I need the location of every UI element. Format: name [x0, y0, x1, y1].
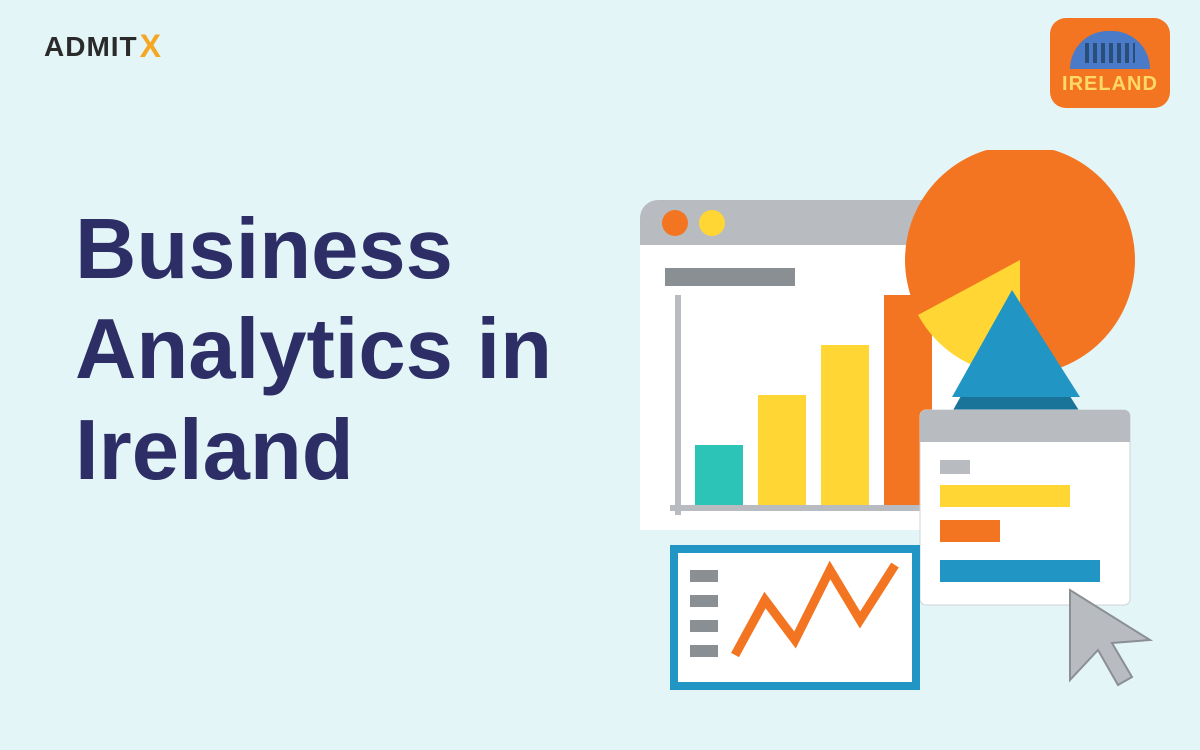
ireland-badge: IRELAND [1050, 18, 1170, 108]
headline-line3: Ireland [75, 401, 552, 501]
stats-panel [920, 410, 1130, 605]
trend-panel [670, 545, 920, 690]
logo-accent: X [140, 28, 162, 65]
headline-line2: Analytics in [75, 300, 552, 400]
admitx-logo: ADMIT X [44, 28, 162, 65]
logo-text: ADMIT [44, 31, 138, 63]
badge-label: IRELAND [1062, 73, 1158, 96]
building-icon [1070, 31, 1150, 69]
analytics-graphic [600, 150, 1160, 700]
headline-line1: Business [75, 200, 552, 300]
page-headline: Business Analytics in Ireland [75, 200, 552, 501]
